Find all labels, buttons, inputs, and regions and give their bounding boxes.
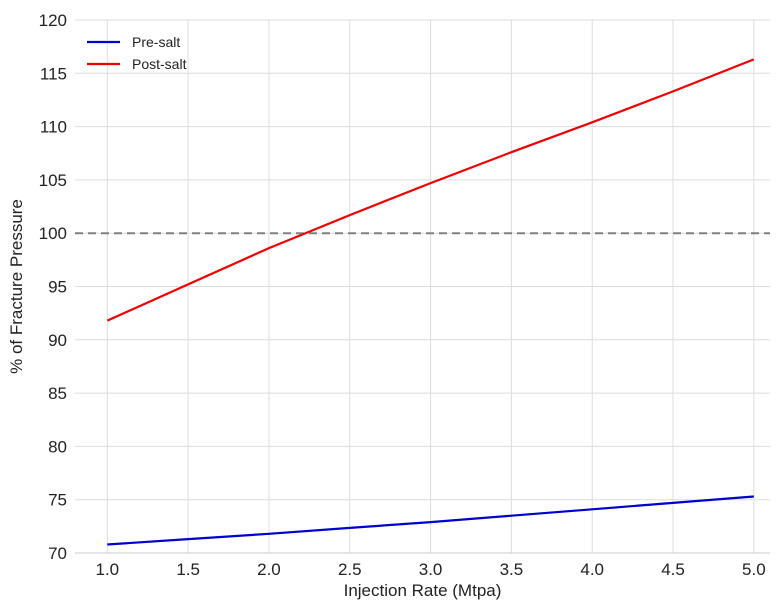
x-tick-labels: 1.0 1.5 2.0 2.5 3.0 3.5 4.0 4.5 5.0 [96,560,766,579]
y-tick-label: 75 [48,491,67,510]
series-lines [106,58,755,546]
series-line-post-salt [106,58,755,322]
grid [75,19,770,554]
series-line-pre-salt [107,495,754,546]
x-tick-label: 2.0 [257,560,281,579]
y-tick-label: 85 [48,384,67,403]
x-tick-label: 1.5 [176,560,200,579]
legend: Pre-salt Post-salt [87,34,187,72]
x-tick-label: 5.0 [742,560,766,579]
y-tick-label: 80 [48,437,67,456]
x-tick-label: 3.0 [419,560,443,579]
y-tick-label: 120 [39,11,67,30]
y-tick-label: 95 [48,278,67,297]
y-tick-labels: 70 75 80 85 90 95 100 105 110 115 120 [39,11,67,563]
x-tick-label: 1.0 [96,560,120,579]
legend-label: Pre-salt [132,34,180,50]
y-tick-label: 105 [39,171,67,190]
y-axis-label: % of Fracture Pressure [7,199,26,374]
x-tick-label: 3.5 [500,560,524,579]
y-tick-label: 90 [48,331,67,350]
y-tick-label: 115 [40,64,67,83]
x-tick-label: 2.5 [338,560,362,579]
y-tick-label: 110 [40,118,67,137]
x-tick-label: 4.5 [661,560,685,579]
x-tick-label: 4.0 [580,560,604,579]
y-tick-label: 100 [39,224,67,243]
y-tick-label: 70 [48,544,67,563]
x-axis-label: Injection Rate (Mtpa) [344,581,502,600]
legend-label: Post-salt [132,56,187,72]
